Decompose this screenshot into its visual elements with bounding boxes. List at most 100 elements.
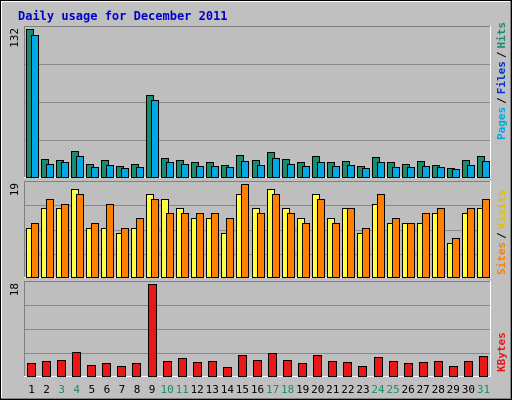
bar-files-day-11 [181, 164, 189, 178]
legend-visits: Visits [495, 190, 508, 230]
bar-files-day-16 [257, 165, 265, 178]
y-max-label: 19 [8, 183, 21, 196]
legend-hits-files-pages: Pages/Files/Hits [495, 22, 508, 140]
bar-sites-day-13 [211, 213, 219, 278]
bar-sites-day-11 [181, 213, 189, 278]
bar-kbytes-day-20 [313, 355, 322, 377]
bar-sites-day-7 [121, 228, 129, 278]
bar-kbytes-day-23 [358, 366, 367, 377]
bar-sites-day-23 [362, 228, 370, 278]
panel-hits-files-pages: 132 [8, 26, 491, 178]
bar-sites-day-19 [302, 223, 310, 278]
bar-kbytes-day-13 [208, 361, 217, 377]
bar-kbytes-day-26 [404, 363, 413, 377]
bar-sites-day-8 [136, 218, 144, 278]
bar-files-day-6 [106, 165, 114, 178]
chart-title: Daily usage for December 2011 [18, 9, 228, 23]
bar-files-day-20 [317, 162, 325, 178]
bar-kbytes-day-17 [268, 353, 277, 377]
bar-files-day-12 [196, 166, 204, 178]
bar-kbytes-day-18 [283, 360, 292, 377]
day-label-7: 7 [119, 383, 126, 396]
day-label-14: 14 [221, 383, 235, 396]
bar-files-day-19 [302, 166, 310, 178]
bar-sites-day-16 [257, 213, 265, 278]
bar-sites-day-20 [317, 199, 325, 278]
day-label-15: 15 [236, 383, 249, 396]
legend-visits-sites: Sites/Visits [495, 190, 508, 276]
day-label-29: 29 [447, 383, 460, 396]
day-label-27: 27 [417, 383, 430, 396]
bar-kbytes-day-1 [27, 363, 36, 377]
legend-pages: Pages [495, 107, 508, 140]
bar-files-day-28 [437, 167, 445, 178]
bar-sites-day-22 [347, 208, 355, 278]
day-label-1: 1 [28, 383, 35, 396]
bar-sites-day-30 [467, 208, 475, 278]
day-label-3: 3 [58, 383, 65, 396]
legend-hits: Hits [495, 22, 508, 49]
bar-files-day-24 [377, 162, 385, 178]
day-label-25: 25 [386, 383, 399, 396]
bar-kbytes-day-6 [102, 363, 111, 377]
day-label-4: 4 [73, 383, 80, 396]
day-label-11: 11 [176, 383, 189, 396]
bar-sites-day-24 [377, 194, 385, 278]
day-label-30: 30 [462, 383, 475, 396]
bar-sites-day-26 [407, 223, 415, 278]
day-label-17: 17 [266, 383, 279, 396]
day-labels: 1 2 3 4 5 6 7 8 9 10 11 12 13 14 15 16 17 18 19 20 21 22 23 24 2… [28, 383, 490, 396]
bar-kbytes-day-16 [253, 360, 262, 377]
y-max-label: 132 [8, 28, 21, 48]
bar-sites-day-18 [287, 213, 295, 278]
day-label-12: 12 [191, 383, 204, 396]
bar-sites-day-3 [61, 204, 69, 278]
bar-kbytes-day-28 [434, 361, 443, 377]
bar-files-day-4 [76, 156, 84, 178]
bar-kbytes-day-15 [238, 355, 247, 377]
bar-sites-day-6 [106, 204, 114, 278]
bar-files-day-2 [46, 164, 54, 178]
legend-kbytes: KBytes [495, 332, 508, 372]
bar-kbytes-day-9 [148, 284, 157, 377]
bar-kbytes-day-19 [298, 363, 307, 377]
bar-files-day-10 [166, 162, 174, 178]
day-label-31: 31 [477, 383, 490, 396]
bar-files-day-18 [287, 164, 295, 178]
day-label-5: 5 [88, 383, 95, 396]
bar-files-day-27 [422, 166, 430, 178]
bar-sites-day-10 [166, 213, 174, 278]
bar-kbytes-day-11 [178, 358, 187, 377]
day-label-2: 2 [43, 383, 50, 396]
bar-sites-day-14 [226, 218, 234, 278]
bar-sites-day-4 [76, 194, 84, 278]
bar-files-day-9 [151, 100, 159, 178]
legend-files: Files [495, 61, 508, 94]
bar-kbytes-day-10 [163, 361, 172, 377]
bar-sites-day-27 [422, 213, 430, 278]
bar-sites-day-9 [151, 199, 159, 278]
bar-kbytes-day-24 [374, 357, 383, 377]
day-label-16: 16 [251, 383, 264, 396]
bar-files-day-7 [121, 168, 129, 178]
day-label-20: 20 [311, 383, 324, 396]
bar-kbytes-day-8 [132, 363, 141, 377]
day-label-24: 24 [371, 383, 385, 396]
day-label-10: 10 [160, 383, 173, 396]
bar-files-day-15 [241, 161, 249, 178]
bar-files-day-3 [61, 162, 69, 178]
day-label-19: 19 [296, 383, 309, 396]
bar-sites-day-25 [392, 218, 400, 278]
bar-files-day-1 [31, 35, 39, 178]
bar-files-day-22 [347, 165, 355, 178]
bar-files-day-17 [272, 158, 280, 178]
bar-kbytes-day-7 [117, 366, 126, 377]
day-label-23: 23 [356, 383, 369, 396]
bar-sites-day-28 [437, 208, 445, 278]
bar-files-day-26 [407, 167, 415, 178]
day-label-22: 22 [341, 383, 354, 396]
bar-kbytes-day-29 [449, 366, 458, 377]
day-label-6: 6 [104, 383, 111, 396]
bar-sites-day-2 [46, 199, 54, 278]
